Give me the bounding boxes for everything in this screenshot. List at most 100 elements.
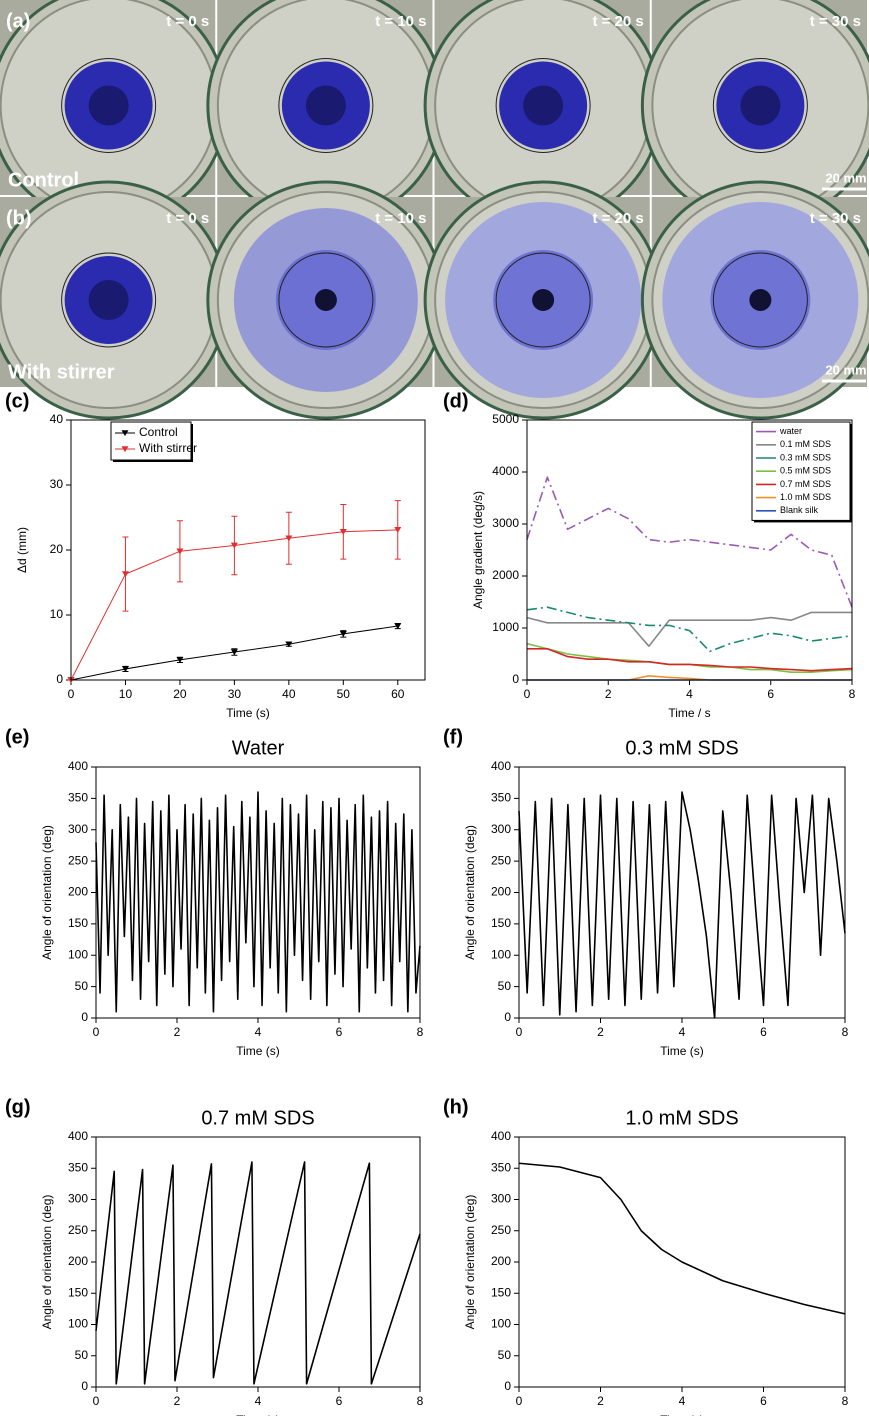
y-tick-label: 200 [68,885,88,899]
x-tick-label: 8 [849,687,856,701]
x-axis-label: Time (s) [236,1413,280,1416]
legend-box [110,421,192,461]
scale-label: 20 mm [825,170,866,185]
data-line [518,1162,846,1315]
plot-area [95,791,421,1013]
legend-label: With stirrer [139,441,197,455]
x-tick-label: 30 [228,687,242,701]
y-tick-label: 400 [491,759,511,773]
time-label: t = 20 s [592,13,643,30]
legend-label: 1.0 mM SDS [780,492,831,502]
time-label: t = 0 s [166,13,209,30]
x-tick-label: 4 [679,1394,686,1408]
y-tick-label: 5000 [492,412,519,426]
time-label: t = 20 s [592,210,643,227]
y-tick-label: 200 [491,1254,511,1268]
y-axis-label: Angle of orientation (deg) [463,1195,477,1330]
y-tick-label: 100 [491,1317,511,1331]
y-tick-label: 100 [68,947,88,961]
x-tick-label: 0 [516,1394,523,1408]
y-tick-label: 350 [491,1160,511,1174]
dye-core [740,85,781,126]
x-tick-label: 6 [767,687,774,701]
plot-area [518,791,846,1019]
x-tick-label: 20 [173,687,187,701]
condition-label: Control [8,169,79,191]
y-tick-label: 40 [50,412,64,426]
marker-circle [712,252,808,348]
marker-circle [712,58,808,153]
panel-label: (f) [443,726,463,748]
chart-title: 0.3 mM SDS [625,737,738,759]
plot-frame [518,766,846,1019]
chart-title: Water [232,737,285,759]
y-tick-label: 300 [68,1192,88,1206]
x-axis-label: Time (s) [660,1044,704,1058]
dye-core [314,289,337,311]
y-tick-label: 400 [68,1129,88,1143]
panel-label: (c) [5,390,29,412]
dye-core [749,289,772,311]
y-axis-label: Angle of orientation (deg) [463,825,477,960]
chart-title: 0.7 mM SDS [201,1107,314,1129]
y-tick-label: 150 [68,1285,88,1299]
y-tick-label: 2000 [492,568,519,582]
time-label: t = 10 s [375,210,426,227]
x-tick-label: 2 [174,1025,181,1039]
data-point [285,535,293,542]
x-tick-label: 2 [597,1394,604,1408]
plot-area [95,1161,421,1385]
y-axis-label: Δd (mm) [15,527,29,573]
y-tick-label: 50 [75,979,89,993]
condition-label: With stirrer [8,361,115,383]
y-tick-label: 350 [491,791,511,805]
y-tick-label: 30 [50,477,64,491]
legend-label: Blank silk [780,505,819,515]
x-tick-label: 10 [119,687,133,701]
panel-label: (d) [443,390,469,412]
panel-label: (e) [5,726,29,748]
legend-marker [121,446,129,453]
plot-frame [526,419,853,681]
x-tick-label: 60 [391,687,405,701]
chart-title: 1.0 mM SDS [625,1107,738,1129]
y-tick-label: 150 [491,1285,511,1299]
y-tick-label: 4000 [492,464,519,478]
y-tick-label: 0 [504,1379,511,1393]
data-point [121,666,129,673]
y-tick-label: 300 [68,822,88,836]
data-line [526,606,853,653]
x-tick-label: 4 [255,1025,262,1039]
x-axis-label: Time / s [668,706,710,720]
data-line [95,1161,421,1385]
x-tick-label: 4 [679,1025,686,1039]
panel-label: (b) [6,207,32,229]
x-tick-label: 8 [417,1394,424,1408]
plot-frame [95,766,421,1019]
y-tick-label: 3000 [492,516,519,530]
time-label: t = 30 s [810,13,861,30]
x-tick-label: 6 [336,1025,343,1039]
y-tick-label: 0 [81,1010,88,1024]
y-tick-label: 250 [68,853,88,867]
data-point [176,548,184,555]
x-tick-label: 6 [760,1394,767,1408]
x-tick-label: 6 [336,1394,343,1408]
plot-area [518,1162,846,1315]
y-tick-label: 0 [504,1010,511,1024]
marker-circle [278,58,374,153]
y-tick-label: 0 [56,672,63,686]
x-tick-label: 40 [282,687,296,701]
y-tick-label: 50 [498,1348,512,1362]
y-tick-label: 100 [68,1317,88,1331]
y-tick-label: 200 [68,1254,88,1268]
dye-core [88,280,129,320]
legend-label: 0.3 mM SDS [780,452,831,462]
y-tick-label: 350 [68,1160,88,1174]
x-tick-label: 6 [760,1025,767,1039]
data-line [526,611,852,647]
legend-label: 0.5 mM SDS [780,466,831,476]
x-axis-label: Time (s) [660,1413,704,1416]
legend-label: 0.1 mM SDS [780,439,831,449]
